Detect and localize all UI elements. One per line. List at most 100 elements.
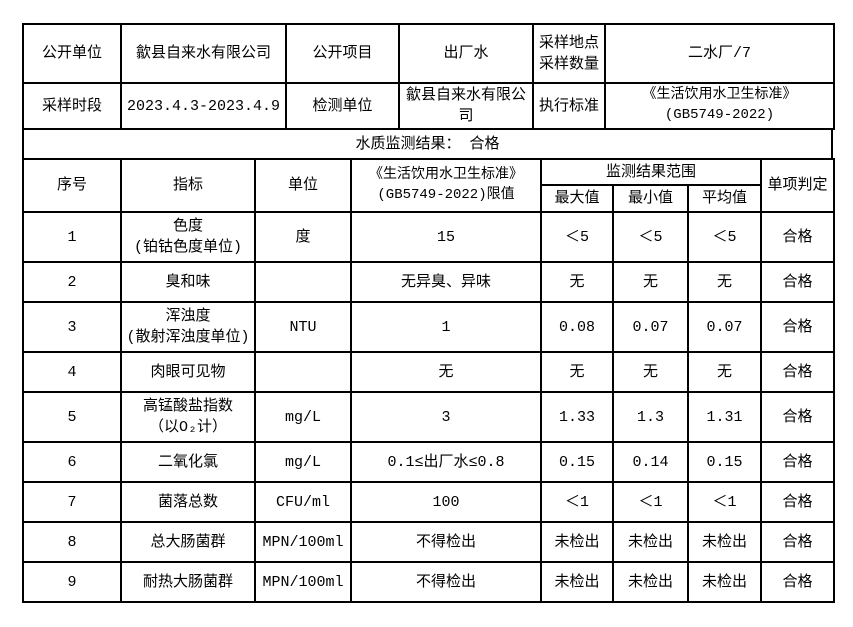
testing-unit-label: 检测单位 <box>285 82 400 130</box>
info-row-1: 公开单位 歙县自来水有限公司 公开项目 出厂水 采样地点 采样数量 二水厂/7 <box>22 23 835 84</box>
cell-no: 1 <box>22 211 122 263</box>
cell-avg: 未检出 <box>686 561 763 603</box>
cell-avg: ＜5 <box>686 211 763 263</box>
testing-unit-value: 歙县自来水有限公司 <box>398 82 534 130</box>
cell-min: 无 <box>612 351 689 393</box>
cell-min: ＜5 <box>612 211 689 263</box>
cell-unit: mg/L <box>254 391 352 443</box>
cell-limit: 100 <box>350 481 542 523</box>
cell-avg: 1.31 <box>686 391 763 443</box>
cell-indicator: 肉眼可见物 <box>120 351 256 393</box>
cell-min: 未检出 <box>612 521 689 563</box>
cell-judge: 合格 <box>760 521 836 563</box>
results-header-row-1: 序号 指标 单位 《生活饮用水卫生标准》 (GB5749-2022)限值 监测结… <box>22 158 836 213</box>
cell-judge: 合格 <box>760 301 836 353</box>
col-header-range-group: 监测结果范围 <box>539 158 763 186</box>
cell-unit: mg/L <box>254 441 352 483</box>
col-header-min: 最小值 <box>612 184 689 213</box>
cell-min: 0.07 <box>612 301 689 353</box>
cell-limit: 0.1≤出厂水≤0.8 <box>350 441 542 483</box>
cell-no: 5 <box>22 391 122 443</box>
cell-limit: 无异臭、异味 <box>350 261 542 303</box>
results-header-row-2: 最大值 最小值 平均值 <box>23 184 834 213</box>
cell-indicator: 耐热大肠菌群 <box>120 561 256 603</box>
cell-unit: CFU/ml <box>254 481 352 523</box>
standard-label: 执行标准 <box>532 82 606 130</box>
cell-no: 4 <box>22 351 122 393</box>
sampling-period-value: 2023.4.3-2023.4.9 <box>120 82 287 130</box>
table-row: 3 浑浊度 (散射浑浊度单位) NTU 1 0.08 0.07 0.07 合格 <box>22 301 836 353</box>
col-header-indicator: 指标 <box>120 158 256 213</box>
cell-no: 8 <box>22 521 122 563</box>
cell-max: 无 <box>540 261 614 303</box>
cell-limit: 无 <box>350 351 542 393</box>
cell-min: 0.14 <box>612 441 689 483</box>
cell-judge: 合格 <box>760 391 836 443</box>
table-row: 2 臭和味 无异臭、异味 无 无 无 合格 <box>22 261 836 303</box>
public-unit-label: 公开单位 <box>22 23 122 84</box>
sampling-site-count-label: 采样地点 采样数量 <box>532 23 606 84</box>
cell-judge: 合格 <box>760 261 836 303</box>
cell-avg: 无 <box>686 261 763 303</box>
cell-unit: NTU <box>254 301 352 353</box>
table-row: 5 高锰酸盐指数 （以O₂计） mg/L 3 1.33 1.3 1.31 合格 <box>22 391 836 443</box>
results-table: 序号 指标 单位 《生活饮用水卫生标准》 (GB5749-2022)限值 监测结… <box>22 158 836 603</box>
cell-limit: 3 <box>350 391 542 443</box>
public-project-value: 出厂水 <box>398 23 534 84</box>
cell-indicator: 浑浊度 (散射浑浊度单位) <box>120 301 256 353</box>
cell-avg: 0.15 <box>686 441 763 483</box>
summary-result-text: 水质监测结果： 合格 <box>22 128 833 160</box>
standard-value: 《生活饮用水卫生标准》 (GB5749-2022) <box>604 82 835 130</box>
col-header-max: 最大值 <box>540 184 614 213</box>
sampling-site-count-value: 二水厂/7 <box>604 23 835 84</box>
table-row: 9 耐热大肠菌群 MPN/100ml 不得检出 未检出 未检出 未检出 合格 <box>22 561 836 603</box>
sampling-period-label: 采样时段 <box>22 82 122 130</box>
cell-unit: MPN/100ml <box>254 521 352 563</box>
cell-avg: 未检出 <box>686 521 763 563</box>
cell-judge: 合格 <box>760 561 836 603</box>
cell-judge: 合格 <box>760 211 836 263</box>
cell-unit <box>254 261 352 303</box>
col-header-limit: 《生活饮用水卫生标准》 (GB5749-2022)限值 <box>350 158 542 213</box>
public-unit-value: 歙县自来水有限公司 <box>120 23 287 84</box>
cell-no: 7 <box>22 481 122 523</box>
cell-indicator: 高锰酸盐指数 （以O₂计） <box>120 391 256 443</box>
cell-limit: 15 <box>350 211 542 263</box>
col-header-unit: 单位 <box>254 158 352 213</box>
cell-max: 0.15 <box>540 441 614 483</box>
cell-limit: 1 <box>350 301 542 353</box>
cell-judge: 合格 <box>760 481 836 523</box>
cell-max: 无 <box>540 351 614 393</box>
cell-indicator: 二氧化氯 <box>120 441 256 483</box>
info-table: 公开单位 歙县自来水有限公司 公开项目 出厂水 采样地点 采样数量 二水厂/7 … <box>22 23 835 130</box>
cell-indicator: 色度 (铂钴色度单位) <box>120 211 256 263</box>
cell-no: 2 <box>22 261 122 303</box>
table-row: 6 二氧化氯 mg/L 0.1≤出厂水≤0.8 0.15 0.14 0.15 合… <box>22 441 836 483</box>
col-header-judge: 单项判定 <box>760 158 836 213</box>
table-row: 4 肉眼可见物 无 无 无 无 合格 <box>22 351 836 393</box>
table-row: 8 总大肠菌群 MPN/100ml 不得检出 未检出 未检出 未检出 合格 <box>22 521 836 563</box>
cell-no: 3 <box>22 301 122 353</box>
cell-avg: 无 <box>686 351 763 393</box>
cell-indicator: 臭和味 <box>120 261 256 303</box>
cell-limit: 不得检出 <box>350 521 542 563</box>
cell-no: 9 <box>22 561 122 603</box>
cell-min: 无 <box>612 261 689 303</box>
table-row: 1 色度 (铂钴色度单位) 度 15 ＜5 ＜5 ＜5 合格 <box>22 211 836 263</box>
col-header-no: 序号 <box>22 158 122 213</box>
cell-max: ＜5 <box>540 211 614 263</box>
summary-table: 水质监测结果： 合格 <box>22 128 833 160</box>
cell-judge: 合格 <box>760 351 836 393</box>
cell-avg: 0.07 <box>686 301 763 353</box>
cell-no: 6 <box>22 441 122 483</box>
cell-max: 0.08 <box>540 301 614 353</box>
water-quality-report: 公开单位 歙县自来水有限公司 公开项目 出厂水 采样地点 采样数量 二水厂/7 … <box>22 23 836 603</box>
cell-indicator: 菌落总数 <box>120 481 256 523</box>
summary-row: 水质监测结果： 合格 <box>22 128 833 160</box>
col-header-avg: 平均值 <box>686 184 763 213</box>
cell-min: 1.3 <box>612 391 689 443</box>
cell-max: 未检出 <box>540 521 614 563</box>
table-row: 7 菌落总数 CFU/ml 100 ＜1 ＜1 ＜1 合格 <box>22 481 836 523</box>
cell-limit: 不得检出 <box>350 561 542 603</box>
